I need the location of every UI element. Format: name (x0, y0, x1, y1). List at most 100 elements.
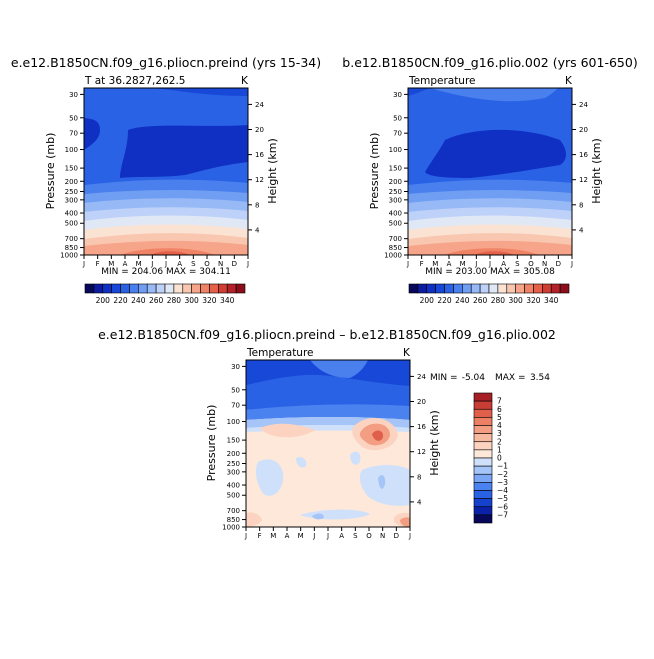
month-tick-label: D (232, 260, 237, 268)
pressure-tick-label: 1000 (60, 252, 78, 260)
height-tick-label: 20 (255, 126, 264, 134)
colorbar-label: 240 (455, 296, 470, 305)
pressure-tick-label: 500 (227, 492, 240, 500)
month-tick-label: M (270, 532, 276, 540)
colorbar-box (497, 283, 508, 294)
month-tick-label: A (123, 260, 128, 268)
contour-band (430, 88, 558, 102)
month-tick-label: A (177, 260, 182, 268)
height-tick-label: 16 (417, 423, 426, 431)
colorbar-box (559, 283, 570, 294)
colorbar-box (191, 283, 201, 294)
month-tick-label: S (353, 532, 358, 540)
colorbar-label: −6 (497, 502, 508, 511)
pressure-tick-label: 1000 (384, 252, 402, 260)
colorbar-box (426, 283, 436, 294)
pressure-tick-label: 850 (389, 244, 402, 252)
colorbar-box (470, 283, 481, 294)
height-tick-label: 24 (579, 101, 588, 109)
pressure-tick-label: 500 (65, 220, 78, 228)
panel-difference-title: e.e12.B1850CN.f09_g16.pliocn.preind – b.… (98, 327, 556, 342)
pressure-tick-label: 150 (65, 165, 78, 173)
colorbar-box (473, 425, 493, 434)
month-tick-label: J (82, 260, 85, 268)
height-tick-label: 12 (579, 176, 588, 184)
month-tick-label: J (244, 532, 247, 540)
month-tick-label: J (150, 260, 153, 268)
panel-difference-min-label: MIN = (430, 373, 458, 383)
colorbar-label: −3 (497, 478, 508, 487)
panel-plio-ylabel: Pressure (mb) (368, 133, 381, 210)
pressure-tick-label: 30 (69, 91, 78, 99)
colorbar-box (102, 283, 112, 294)
colorbar-box (408, 283, 419, 294)
colorbar-box (129, 283, 139, 294)
pressure-tick-label: 1000 (222, 524, 240, 532)
panel-plio-units: K (565, 75, 573, 87)
height-tick-label: 16 (255, 151, 264, 159)
month-tick-label: N (380, 532, 385, 540)
pressure-tick-label: 50 (393, 114, 402, 122)
pressure-tick-label: 700 (65, 235, 78, 243)
panel-preind-left-label: T at 36.2827,262.5 (84, 75, 185, 87)
month-tick-label: J (326, 532, 329, 540)
colorbar-label: 0 (497, 454, 502, 463)
colorbar-label: 3 (497, 429, 502, 438)
panel-difference-units: K (403, 347, 411, 359)
colorbar-box (550, 283, 561, 294)
month-tick-label: J (488, 260, 491, 268)
panel-difference-contours (246, 360, 410, 527)
contour-band (260, 423, 315, 438)
colorbar-box (473, 514, 493, 524)
colorbar-label: 260 (149, 296, 164, 305)
colorbar-box (473, 449, 493, 459)
month-tick-label: D (556, 260, 561, 268)
colorbar-label: 280 (491, 296, 506, 305)
colorbar-label: 320 (202, 296, 217, 305)
panel-difference-right-label: Height (km) (428, 410, 441, 476)
panel-difference-ylabel: Pressure (mb) (205, 405, 218, 482)
month-tick-label: S (515, 260, 520, 268)
contour-band (378, 475, 386, 489)
pressure-tick-label: 150 (389, 165, 402, 173)
height-tick-label: 12 (417, 448, 426, 456)
pressure-tick-label: 250 (227, 460, 240, 468)
month-tick-label: M (108, 260, 114, 268)
height-tick-label: 4 (579, 226, 584, 234)
height-tick-label: 12 (255, 176, 264, 184)
contour-band (84, 240, 248, 255)
pressure-tick-label: 200 (65, 178, 78, 186)
panel-plio-title: b.e12.B1850CN.f09_g16.plio.002 (yrs 601-… (342, 55, 637, 70)
panel-preind-right-label: Height (km) (266, 138, 279, 204)
colorbar-box (111, 283, 121, 294)
panel-difference-left-label: Temperature (246, 347, 314, 359)
month-tick-label: J (246, 260, 249, 268)
colorbar-box (524, 283, 534, 294)
pressure-tick-label: 100 (227, 418, 240, 426)
pressure-tick-label: 100 (65, 146, 78, 154)
month-tick-label: A (447, 260, 452, 268)
month-tick-label: J (570, 260, 573, 268)
colorbar-label: 240 (131, 296, 146, 305)
colorbar-box (93, 283, 104, 294)
pressure-tick-label: 150 (227, 437, 240, 445)
colorbar-label: −5 (497, 494, 508, 503)
panel-preind-units: K (241, 75, 249, 87)
contour-band (246, 512, 262, 527)
panel-difference-min-value: -5.04 (462, 373, 486, 383)
height-tick-label: 16 (579, 151, 588, 159)
colorbar-label: 260 (473, 296, 488, 305)
month-tick-label: J (164, 260, 167, 268)
pressure-tick-label: 400 (65, 210, 78, 218)
colorbar-box (473, 400, 493, 410)
panel-difference-max-value: 3.54 (530, 373, 550, 383)
pressure-tick-label: 200 (389, 178, 402, 186)
panel-plio-right-label: Height (km) (590, 138, 603, 204)
pressure-tick-label: 300 (65, 196, 78, 204)
contour-band (408, 240, 572, 255)
contour-band (84, 88, 248, 96)
pressure-tick-label: 300 (389, 196, 402, 204)
colorbar-box (473, 417, 493, 426)
colorbar-box (473, 490, 493, 499)
